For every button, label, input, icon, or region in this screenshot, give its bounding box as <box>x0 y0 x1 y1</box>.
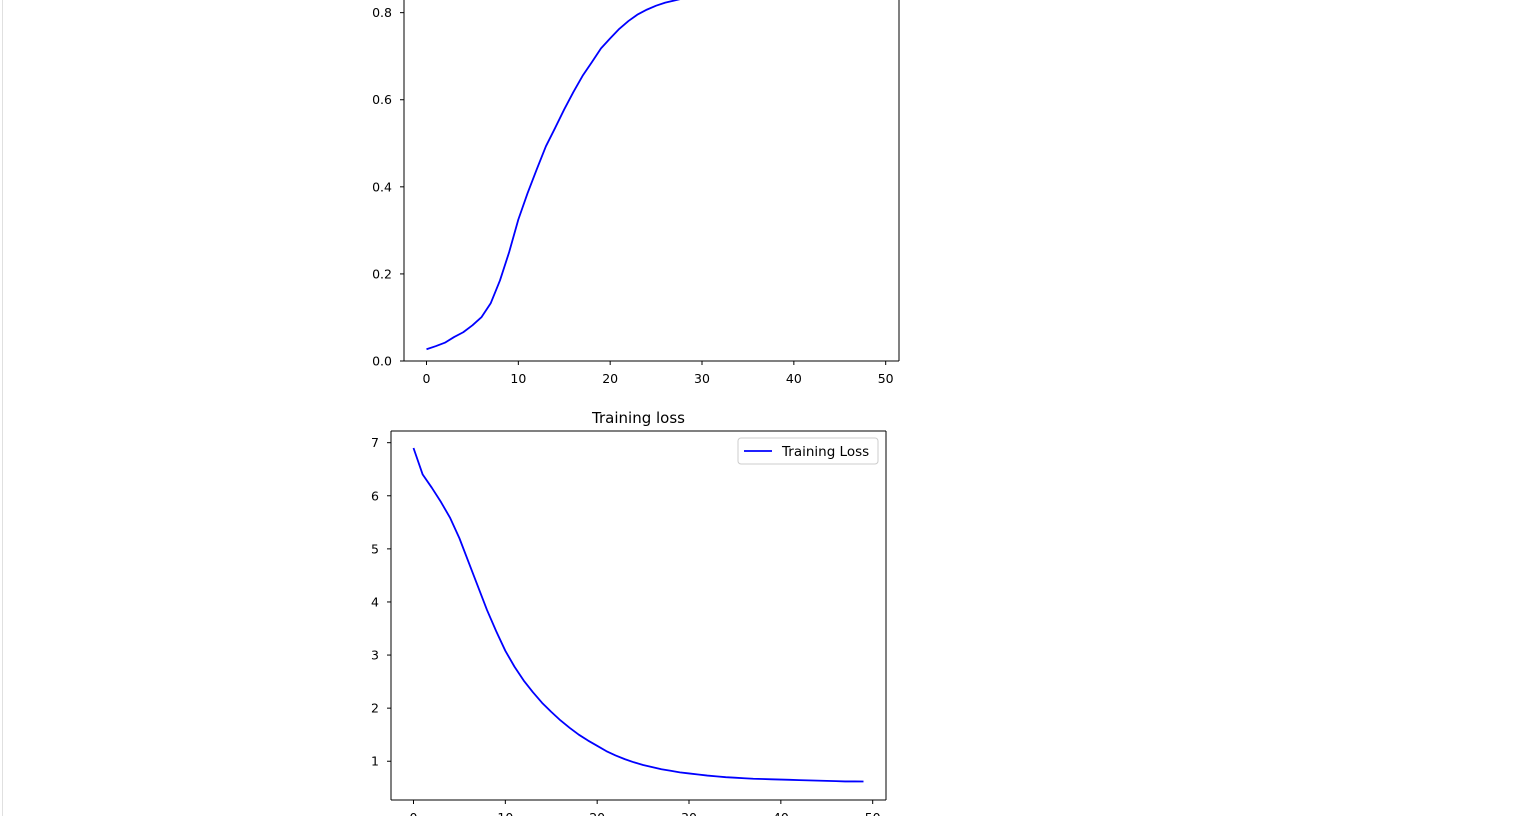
y-tick-label: 0.2 <box>372 266 392 281</box>
x-tick-label: 20 <box>589 810 605 816</box>
left-border-line <box>2 0 3 816</box>
accuracy-chart: 0 10 20 30 40 50 0.0 0.2 0.4 0.6 0.8 <box>372 0 900 386</box>
x-tick-label: 20 <box>602 371 618 386</box>
y-tick-label: 7 <box>371 435 379 450</box>
y-tick-label: 0.8 <box>372 5 392 20</box>
y-tick-label: 6 <box>371 488 379 503</box>
x-tick-label: 10 <box>510 371 526 386</box>
y-tick-label: 4 <box>371 594 379 609</box>
training-loss-chart: 0 10 20 30 40 50 1 2 3 4 5 6 7 Training loss Training … <box>371 409 887 816</box>
y-tick-label: 0.4 <box>372 179 392 194</box>
x-tick-label: 0 <box>423 371 431 386</box>
x-tick-label: 0 <box>410 810 418 816</box>
y-tick-label: 2 <box>371 701 379 716</box>
x-tick-label: 40 <box>773 810 789 816</box>
y-tick-label: 3 <box>371 648 379 663</box>
y-tick-label: 0.6 <box>372 92 392 107</box>
x-tick-label: 30 <box>681 810 697 816</box>
y-tick-label: 0.0 <box>372 354 392 369</box>
x-tick-label: 50 <box>878 371 894 386</box>
x-tick-label: 10 <box>497 810 513 816</box>
x-tick-label: 40 <box>786 371 802 386</box>
series-line <box>412 447 864 783</box>
chart-title: Training loss <box>591 409 685 427</box>
legend-label: Training Loss <box>781 444 869 460</box>
legend-box <box>737 437 879 465</box>
x-tick-label: 50 <box>865 810 881 816</box>
y-tick-label: 1 <box>371 754 379 769</box>
series-line <box>426 0 681 351</box>
y-tick-label: 5 <box>371 541 379 556</box>
x-tick-label: 30 <box>694 371 710 386</box>
